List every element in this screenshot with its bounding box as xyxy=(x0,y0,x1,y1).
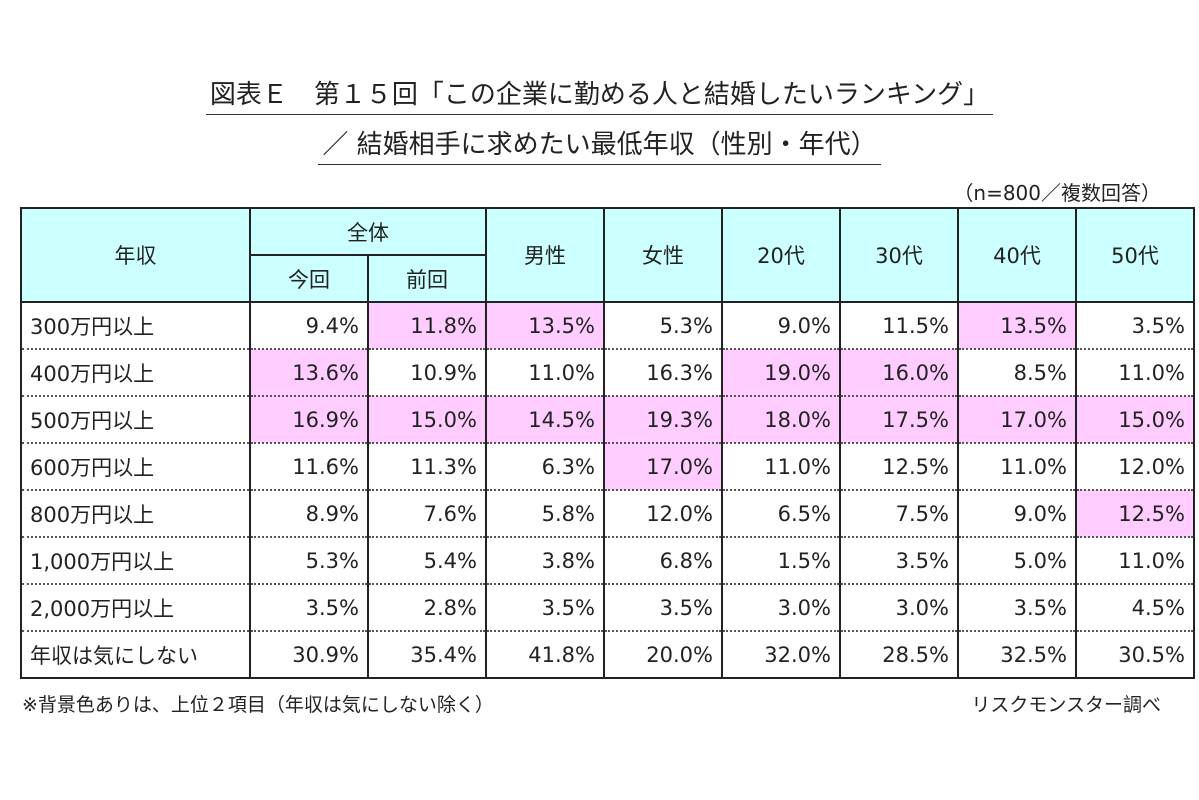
col-header: 30代 xyxy=(839,208,959,303)
title-text-1: 図表Ｅ 第１５回「この企業に勤める人と結婚したいランキング」 xyxy=(205,80,994,115)
title-text-2: ／ 結婚相手に求めたい最低年収（性別・年代） xyxy=(318,130,881,165)
value-cell: 2.8% xyxy=(367,584,487,632)
value-cell: 6.3% xyxy=(485,443,605,491)
value-cell: 28.5% xyxy=(839,631,959,679)
value-cell: 3.8% xyxy=(485,537,605,585)
value-cell: 9.0% xyxy=(721,302,841,350)
value-cell: 6.5% xyxy=(721,490,841,538)
value-cell: 20.0% xyxy=(603,631,723,679)
group-header: 全体 xyxy=(249,208,487,256)
value-cell: 11.6% xyxy=(249,443,369,491)
row-label: 300万円以上 xyxy=(20,302,251,350)
value-cell: 30.9% xyxy=(249,631,369,679)
table-row: 800万円以上 8.9% 7.6% 5.8% 12.0% 6.5% 7.5% 9.0% 12.5… xyxy=(20,490,1195,538)
value-cell: 3.0% xyxy=(721,584,841,632)
row-label: 800万円以上 xyxy=(20,490,251,538)
value-cell: 11.0% xyxy=(957,443,1077,491)
row-label: 1,000万円以上 xyxy=(20,537,251,585)
value-cell: 18.0% xyxy=(721,396,841,444)
row-label: 400万円以上 xyxy=(20,349,251,397)
value-cell: 17.0% xyxy=(603,443,723,491)
col-header: 50代 xyxy=(1075,208,1195,303)
value-cell: 32.0% xyxy=(721,631,841,679)
value-cell: 12.5% xyxy=(1075,490,1195,538)
value-cell: 14.5% xyxy=(485,396,605,444)
value-cell: 3.5% xyxy=(839,537,959,585)
value-cell: 8.9% xyxy=(249,490,369,538)
value-cell: 3.5% xyxy=(957,584,1077,632)
table-row: 2,000万円以上 3.5% 2.8% 3.5% 3.5% 3.0% 3.0% 3.5% 4.5… xyxy=(20,584,1195,632)
value-cell: 3.5% xyxy=(249,584,369,632)
value-cell: 19.3% xyxy=(603,396,723,444)
value-cell: 5.3% xyxy=(603,302,723,350)
value-cell: 13.6% xyxy=(249,349,369,397)
col-header: 20代 xyxy=(721,208,841,303)
value-cell: 12.0% xyxy=(603,490,723,538)
table-row: 500万円以上 16.9% 15.0% 14.5% 19.3% 18.0% 17.5% 17.… xyxy=(20,396,1195,444)
value-cell: 3.5% xyxy=(1075,302,1195,350)
row-label: 年収は気にしない xyxy=(20,631,251,679)
sample-note: （n=800／複数回答） xyxy=(953,181,1161,205)
value-cell: 35.4% xyxy=(367,631,487,679)
row-label: 600万円以上 xyxy=(20,443,251,491)
value-cell: 17.5% xyxy=(839,396,959,444)
value-cell: 11.0% xyxy=(721,443,841,491)
value-cell: 4.5% xyxy=(1075,584,1195,632)
value-cell: 6.8% xyxy=(603,537,723,585)
value-cell: 11.0% xyxy=(1075,349,1195,397)
value-cell: 11.8% xyxy=(367,302,487,350)
col-header: 40代 xyxy=(957,208,1077,303)
value-cell: 3.0% xyxy=(839,584,959,632)
income-table: 年収 全体 男性 女性 20代 30代 40代 50代 今回 前回 300万円以… xyxy=(20,207,1195,679)
value-cell: 12.5% xyxy=(839,443,959,491)
value-cell: 5.0% xyxy=(957,537,1077,585)
value-cell: 11.5% xyxy=(839,302,959,350)
table-row: 1,000万円以上 5.3% 5.4% 3.8% 6.8% 1.5% 3.5% 5.0% 11.… xyxy=(20,537,1195,585)
value-cell: 3.5% xyxy=(485,584,605,632)
value-cell: 16.0% xyxy=(839,349,959,397)
value-cell: 41.8% xyxy=(485,631,605,679)
row-label: 500万円以上 xyxy=(20,396,251,444)
value-cell: 1.5% xyxy=(721,537,841,585)
value-cell: 16.9% xyxy=(249,396,369,444)
table-row: 300万円以上 9.4% 11.8% 13.5% 5.3% 9.0% 11.5% 13.5% 3… xyxy=(20,302,1195,350)
value-cell: 15.0% xyxy=(1075,396,1195,444)
value-cell: 9.0% xyxy=(957,490,1077,538)
value-cell: 11.0% xyxy=(485,349,605,397)
source: リスクモンスター調べ xyxy=(971,694,1161,716)
value-cell: 19.0% xyxy=(721,349,841,397)
value-cell: 32.5% xyxy=(957,631,1077,679)
value-cell: 8.5% xyxy=(957,349,1077,397)
value-cell: 12.0% xyxy=(1075,443,1195,491)
value-cell: 10.9% xyxy=(367,349,487,397)
col-header: 前回 xyxy=(367,255,487,303)
table-row: 年収は気にしない 30.9% 35.4% 41.8% 20.0% 32.0% 28.5% 32… xyxy=(20,631,1195,679)
value-cell: 5.8% xyxy=(485,490,605,538)
value-cell: 11.3% xyxy=(367,443,487,491)
value-cell: 5.4% xyxy=(367,537,487,585)
col-header: 男性 xyxy=(485,208,605,303)
title-line-1: 図表Ｅ 第１５回「この企業に勤める人と結婚したいランキング」 xyxy=(0,74,1199,115)
value-cell: 13.5% xyxy=(485,302,605,350)
value-cell: 30.5% xyxy=(1075,631,1195,679)
value-cell: 3.5% xyxy=(603,584,723,632)
value-cell: 15.0% xyxy=(367,396,487,444)
title-line-2: ／ 結婚相手に求めたい最低年収（性別・年代） xyxy=(0,124,1199,165)
footnote: ※背景色ありは、上位２項目（年収は気にしない除く） xyxy=(22,694,494,716)
value-cell: 16.3% xyxy=(603,349,723,397)
col-header: 今回 xyxy=(249,255,369,303)
value-cell: 17.0% xyxy=(957,396,1077,444)
row-label: 2,000万円以上 xyxy=(20,584,251,632)
value-cell: 7.5% xyxy=(839,490,959,538)
table-row: 600万円以上 11.6% 11.3% 6.3% 17.0% 11.0% 12.5% 11.0… xyxy=(20,443,1195,491)
row-header: 年収 xyxy=(20,208,251,303)
table-row: 400万円以上 13.6% 10.9% 11.0% 16.3% 19.0% 16.0% 8.5… xyxy=(20,349,1195,397)
col-header: 女性 xyxy=(603,208,723,303)
value-cell: 13.5% xyxy=(957,302,1077,350)
value-cell: 11.0% xyxy=(1075,537,1195,585)
value-cell: 9.4% xyxy=(249,302,369,350)
value-cell: 7.6% xyxy=(367,490,487,538)
value-cell: 5.3% xyxy=(249,537,369,585)
